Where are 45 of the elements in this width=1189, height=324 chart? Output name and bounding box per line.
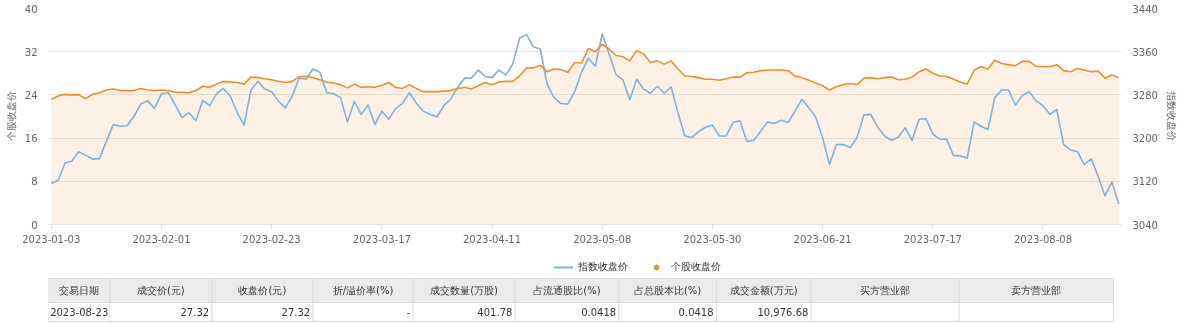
x-tick-label: 2023-04-11 [462, 233, 522, 245]
legend-label: 个股收盘价 [670, 260, 721, 274]
text: 卖方营业部 [1011, 285, 1062, 296]
y2-axis-title: 指数收盘价 [1165, 90, 1177, 142]
x-tick-label: 2023-05-08 [573, 233, 632, 245]
y-axis-title: 个股收盘价 [5, 91, 17, 142]
text: 成交数量(万股) [430, 285, 499, 296]
y2-tick-label: 3440 [1132, 3, 1158, 15]
text: 买方营业部 [860, 285, 911, 296]
text: 成交价(元) [136, 285, 185, 296]
text: 10,976.68 [757, 307, 809, 318]
x-tick-label: 2023-07-17 [903, 233, 962, 245]
y2-tick-label: 3040 [1132, 219, 1158, 231]
x-tick-label: 2023-03-17 [352, 233, 411, 245]
text: 27.32 [281, 307, 311, 318]
y2-tick-label: 3200 [1132, 133, 1158, 145]
text: 折/溢价率(%) [332, 285, 394, 296]
x-tick-label: 2023-06-21 [793, 233, 852, 245]
text: 0.0418 [678, 307, 714, 318]
y-tick-label: 40 [24, 3, 38, 15]
x-tick-label: 2023-05-30 [683, 233, 742, 245]
y-tick-label: 0 [31, 219, 38, 231]
x-tick-label: 2023-02-23 [242, 233, 301, 245]
y-tick-label: 16 [24, 133, 38, 145]
text: 交易日期 [59, 285, 100, 296]
text: 收盘价(元) [238, 285, 287, 296]
y-tick-label: 24 [24, 89, 38, 101]
text: 占流通股比(%) [533, 285, 601, 296]
x-tick-label: 2023-02-01 [132, 233, 191, 245]
x-tick-label: 2023-01-03 [22, 233, 81, 245]
y-tick-label: 32 [24, 46, 38, 58]
x-tick-label: 2023-08-08 [1013, 233, 1073, 245]
legend-label: 指数收盘价 [577, 260, 628, 274]
y2-tick-label: 3360 [1132, 46, 1158, 58]
text: 占总股本比(%) [633, 285, 702, 296]
text: 2023-08-23 [50, 307, 109, 318]
text: 401.78 [477, 307, 513, 318]
text: 成交金额(万元) [729, 285, 798, 296]
text: 27.32 [180, 307, 210, 318]
line-series [50, 33, 1120, 205]
y2-tick-label: 3280 [1132, 89, 1158, 101]
text: 0.0418 [581, 307, 617, 318]
y-tick-label: 8 [31, 176, 38, 188]
y2-tick-label: 3120 [1132, 176, 1158, 188]
text: - [406, 307, 411, 318]
